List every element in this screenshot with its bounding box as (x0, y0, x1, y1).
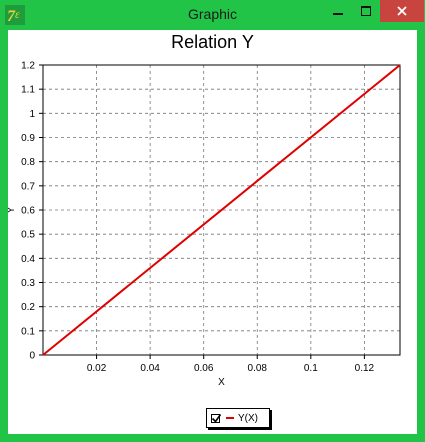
y-axis-label: Y (8, 206, 17, 213)
plot-frame (42, 64, 401, 356)
y-tick-label: 0.7 (21, 181, 35, 192)
close-icon (397, 6, 407, 16)
y-tick-label: 0.6 (21, 206, 35, 217)
y-tick-label: 1.1 (21, 85, 35, 96)
y-tick-label: 1 (29, 109, 35, 120)
legend-label: Y(X) (238, 412, 258, 424)
y-tick-label: 0.2 (21, 302, 35, 313)
minimize-icon (333, 13, 343, 15)
window-title: Graphic (187, 6, 238, 22)
series-line (42, 64, 401, 356)
minimize-button[interactable] (324, 0, 352, 22)
x-axis-label: X (218, 377, 225, 388)
x-tick-label: 0.1 (304, 363, 318, 374)
chart-panel: Relation Y 0.02 0.04 0.06 0.08 0.1 0.12 0 0.1 0.… (8, 30, 417, 434)
legend-swatch (226, 417, 234, 419)
x-tick-label: 0.02 (87, 363, 107, 374)
series-visibility-checkbox[interactable] (211, 413, 222, 423)
svg-text:ε: ε (15, 7, 20, 21)
y-tick-label: 0 (29, 351, 35, 362)
maximize-icon (361, 6, 371, 16)
x-tick-label: 0.12 (355, 363, 375, 374)
chart-title: Relation Y (171, 32, 254, 52)
close-button[interactable] (380, 0, 424, 22)
y-tick-label: 0.5 (21, 230, 35, 241)
y-tick-label: 0.4 (21, 254, 35, 265)
y-tick-label: 0.3 (21, 278, 35, 289)
x-tick-label: 0.08 (248, 363, 268, 374)
plot-area: 0.02 0.04 0.06 0.08 0.1 0.12 0 0.1 0.2 0.3 0.4 0.5 0… (8, 61, 401, 388)
y-tick-label: 0.9 (21, 133, 35, 144)
svg-text:7: 7 (7, 8, 16, 25)
app-icon: 7 ε (5, 5, 25, 25)
x-tick-label: 0.06 (194, 363, 214, 374)
title-bar[interactable]: 7 ε Graphic (0, 0, 425, 30)
maximize-button[interactable] (352, 0, 380, 22)
legend: Y(X) (206, 408, 270, 428)
x-tick-label: 0.04 (140, 363, 160, 374)
check-icon (211, 413, 222, 423)
y-tick-label: 0.1 (21, 326, 35, 337)
y-tick-label: 0.8 (21, 157, 35, 168)
y-tick-label: 1.2 (21, 61, 35, 72)
